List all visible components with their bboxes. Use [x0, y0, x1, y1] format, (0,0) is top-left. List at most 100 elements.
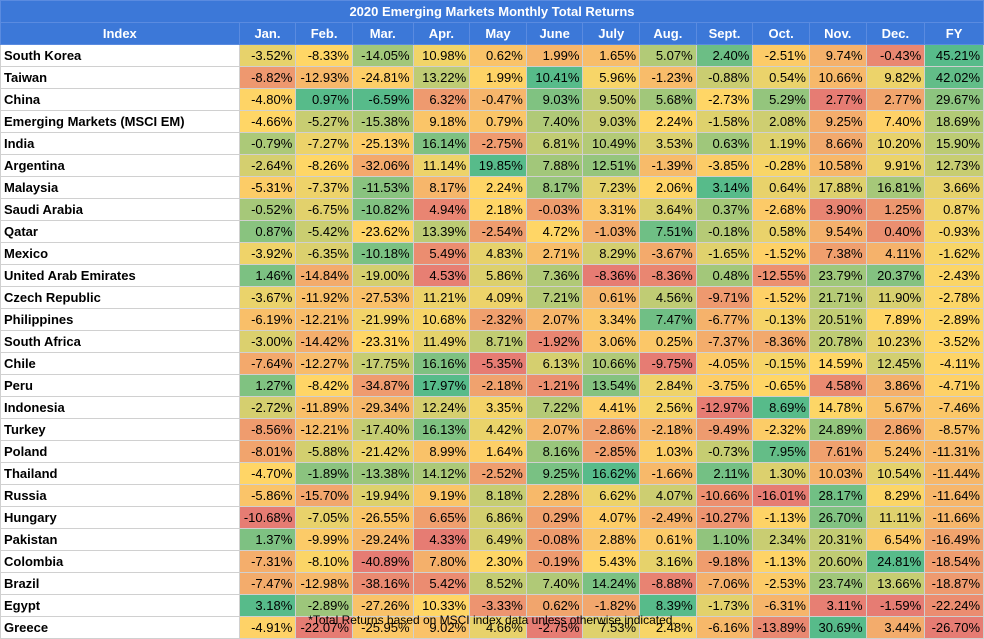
- value-cell: 7.40%: [525, 572, 584, 595]
- value-cell: -3.52%: [238, 44, 297, 67]
- value-cell: 2.88%: [582, 528, 641, 551]
- value-cell: 45.21%: [924, 44, 984, 67]
- value-cell: -5.86%: [238, 484, 297, 507]
- column-header: Nov.: [808, 22, 867, 45]
- value-cell: 8.69%: [752, 396, 810, 419]
- value-cell: -21.42%: [351, 440, 414, 463]
- value-cell: -10.18%: [351, 242, 414, 265]
- value-cell: 2.34%: [752, 528, 810, 551]
- value-cell: -3.85%: [695, 154, 754, 177]
- value-cell: -12.55%: [752, 264, 810, 287]
- table-row: Emerging Markets (MSCI EM) -4.66% -5.27% -1…: [0, 110, 984, 133]
- row-label: Qatar: [0, 220, 240, 243]
- value-cell: 1.46%: [238, 264, 297, 287]
- value-cell: 0.61%: [639, 528, 697, 551]
- table-row: Turkey -8.56% -12.21% -17.40% 16.13% 4.42% 2.0…: [0, 418, 984, 441]
- value-cell: -27.53%: [351, 286, 414, 309]
- row-label: South Korea: [0, 44, 240, 67]
- value-cell: 28.17%: [808, 484, 867, 507]
- value-cell: 5.24%: [865, 440, 926, 463]
- value-cell: 16.81%: [865, 176, 926, 199]
- value-cell: 13.66%: [865, 572, 926, 595]
- value-cell: 6.65%: [412, 506, 471, 529]
- value-cell: 7.22%: [525, 396, 584, 419]
- value-cell: 14.78%: [808, 396, 867, 419]
- value-cell: 2.77%: [865, 88, 926, 111]
- row-label: Russia: [0, 484, 240, 507]
- value-cell: 9.91%: [865, 154, 926, 177]
- value-cell: 12.51%: [582, 154, 641, 177]
- value-cell: -6.59%: [351, 88, 414, 111]
- value-cell: 2.28%: [525, 484, 584, 507]
- value-cell: -0.28%: [752, 154, 810, 177]
- row-label: Mexico: [0, 242, 240, 265]
- row-label: Egypt: [0, 594, 240, 617]
- value-cell: -14.42%: [295, 330, 353, 353]
- table-row: Chile -7.64% -12.27% -17.75% 16.16% -5.35% 6.1…: [0, 352, 984, 375]
- value-cell: -7.37%: [695, 330, 754, 353]
- row-label: China: [0, 88, 240, 111]
- value-cell: -2.85%: [582, 440, 641, 463]
- value-cell: -0.08%: [525, 528, 584, 551]
- value-cell: -2.64%: [238, 154, 297, 177]
- value-cell: 10.03%: [808, 462, 867, 485]
- value-cell: 0.79%: [469, 110, 527, 133]
- value-cell: -12.21%: [295, 418, 353, 441]
- value-cell: 0.48%: [695, 264, 754, 287]
- value-cell: 10.41%: [525, 66, 584, 89]
- value-cell: 6.49%: [469, 528, 527, 551]
- value-cell: 24.81%: [865, 550, 926, 573]
- value-cell: -7.47%: [238, 572, 297, 595]
- value-cell: -1.13%: [752, 506, 810, 529]
- value-cell: 9.19%: [412, 484, 471, 507]
- value-cell: 8.39%: [639, 594, 697, 617]
- value-cell: 12.73%: [924, 154, 984, 177]
- value-cell: 7.80%: [412, 550, 471, 573]
- value-cell: -4.80%: [238, 88, 297, 111]
- value-cell: -29.24%: [351, 528, 414, 551]
- value-cell: 16.14%: [412, 132, 471, 155]
- value-cell: -21.99%: [351, 308, 414, 331]
- column-header: July: [582, 22, 641, 45]
- value-cell: 6.81%: [525, 132, 584, 155]
- value-cell: -3.75%: [695, 374, 754, 397]
- value-cell: 4.33%: [412, 528, 471, 551]
- value-cell: -11.89%: [295, 396, 353, 419]
- value-cell: 14.59%: [808, 352, 867, 375]
- value-cell: -6.19%: [238, 308, 297, 331]
- value-cell: -10.82%: [351, 198, 414, 221]
- table-row: Philippines -6.19% -12.21% -21.99% 10.68% -2.…: [0, 308, 984, 331]
- row-label: South Africa: [0, 330, 240, 353]
- value-cell: 5.96%: [582, 66, 641, 89]
- value-cell: -9.71%: [695, 286, 754, 309]
- value-cell: -16.01%: [752, 484, 810, 507]
- row-label: Argentina: [0, 154, 240, 177]
- table-row: Indonesia -2.72% -11.89% -29.34% 12.24% 3.35%…: [0, 396, 984, 419]
- value-cell: 17.88%: [808, 176, 867, 199]
- row-label: Czech Republic: [0, 286, 240, 309]
- value-cell: -8.33%: [295, 44, 353, 67]
- value-cell: -1.13%: [752, 550, 810, 573]
- value-cell: -0.19%: [525, 550, 584, 573]
- value-cell: 10.68%: [412, 308, 471, 331]
- value-cell: 3.90%: [808, 198, 867, 221]
- value-cell: -24.81%: [351, 66, 414, 89]
- table-row: Thailand -4.70% -1.89% -13.38% 14.12% -2.52% 9…: [0, 462, 984, 485]
- value-cell: -8.82%: [238, 66, 297, 89]
- value-cell: 7.40%: [865, 110, 926, 133]
- value-cell: -11.92%: [295, 286, 353, 309]
- value-cell: -10.68%: [238, 506, 297, 529]
- value-cell: -4.66%: [238, 110, 297, 133]
- column-header: Dec.: [865, 22, 926, 45]
- value-cell: -2.89%: [295, 594, 353, 617]
- value-cell: 8.29%: [582, 242, 641, 265]
- value-cell: 19.85%: [469, 154, 527, 177]
- column-header: May: [469, 22, 527, 45]
- value-cell: 8.18%: [469, 484, 527, 507]
- value-cell: -12.93%: [295, 66, 353, 89]
- value-cell: 1.27%: [238, 374, 297, 397]
- value-cell: -0.43%: [865, 44, 926, 67]
- value-cell: -3.52%: [924, 330, 984, 353]
- value-cell: 4.56%: [639, 286, 697, 309]
- row-label: United Arab Emirates: [0, 264, 240, 287]
